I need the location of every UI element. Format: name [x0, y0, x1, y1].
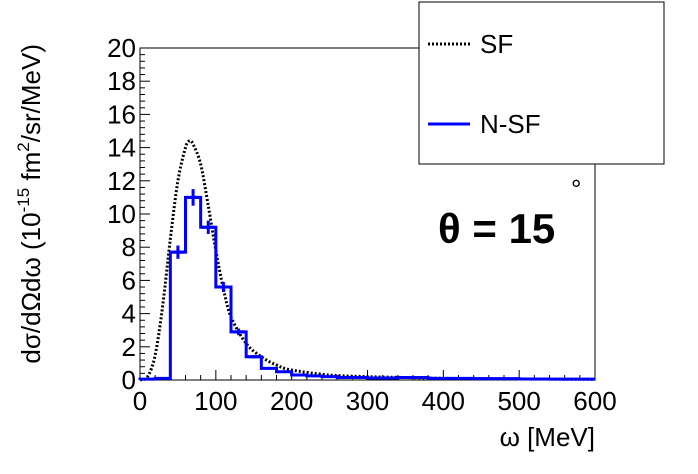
y-tick-label: 8 — [122, 232, 136, 262]
legend-label-sf: SF — [480, 29, 513, 59]
y-tick-label: 10 — [107, 199, 136, 229]
x-tick-label: 400 — [422, 386, 465, 416]
y-tick-label: 12 — [107, 166, 136, 196]
y-tick-label: 16 — [107, 99, 136, 129]
nsf-histogram — [138, 195, 595, 381]
theta-degree: ° — [571, 174, 581, 204]
y-axis-label: dσ/dΩdω (10-15 fm2/sr/MeV) — [14, 44, 46, 364]
y-tick-label: 18 — [107, 66, 136, 96]
y-tick-label: 20 — [107, 33, 136, 63]
y-tick-label: 0 — [122, 365, 136, 395]
y-tick-label: 2 — [122, 332, 136, 362]
legend: SF N-SF — [418, 1, 665, 165]
legend-label-nsf: N-SF — [480, 109, 541, 139]
x-tick-label: 0 — [133, 386, 147, 416]
x-tick-label: 200 — [270, 386, 313, 416]
y-tick-label: 14 — [107, 133, 136, 163]
y-tick-label: 4 — [122, 299, 136, 329]
y-axis-label-exp2: 2 — [14, 142, 33, 151]
y-tick-label: 6 — [122, 265, 136, 295]
theta-annotation: θ = 15 — [438, 205, 555, 252]
x-axis-label: ω [MeV] — [500, 422, 595, 452]
series-layer — [138, 139, 596, 382]
y-axis-label-exp1: -15 — [14, 188, 33, 213]
legend-box — [418, 1, 665, 165]
y-axis-label-mid: fm — [16, 152, 46, 188]
y-axis-label-end: /sr/MeV) — [16, 44, 46, 142]
x-tick-label: 600 — [573, 386, 616, 416]
y-axis-label-main: dσ/dΩdω (10 — [16, 212, 46, 363]
x-tick-label: 300 — [346, 386, 389, 416]
x-tick-label: 100 — [194, 386, 237, 416]
x-tick-label: 500 — [497, 386, 540, 416]
